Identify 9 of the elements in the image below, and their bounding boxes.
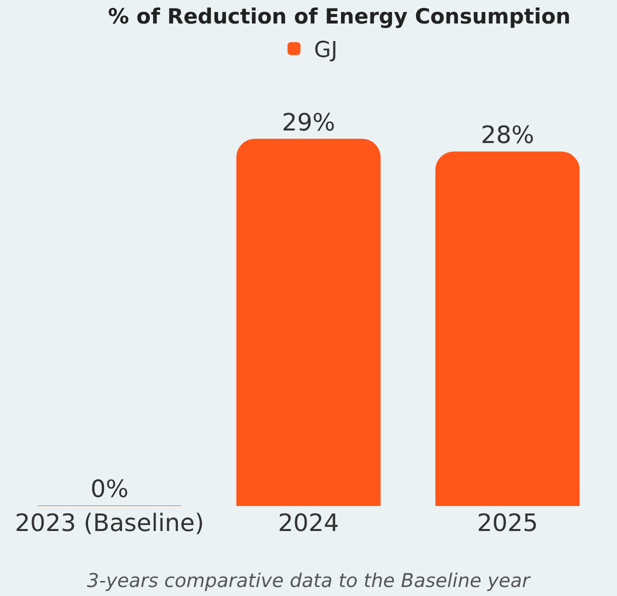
data-label: 0% bbox=[90, 475, 129, 503]
legend-label: GJ bbox=[314, 38, 338, 64]
x-tick-label: 2024 bbox=[278, 509, 340, 537]
data-label: 28% bbox=[480, 120, 534, 149]
data-label: 29% bbox=[282, 108, 336, 136]
x-tick-label: 2023 (Baseline) bbox=[14, 509, 204, 537]
text: 3-years comparative data to the Baseline year bbox=[87, 570, 532, 592]
chart-title: % of Reduction of Energy Consumption bbox=[108, 4, 571, 29]
x-tick-label: 2025 bbox=[476, 509, 538, 537]
